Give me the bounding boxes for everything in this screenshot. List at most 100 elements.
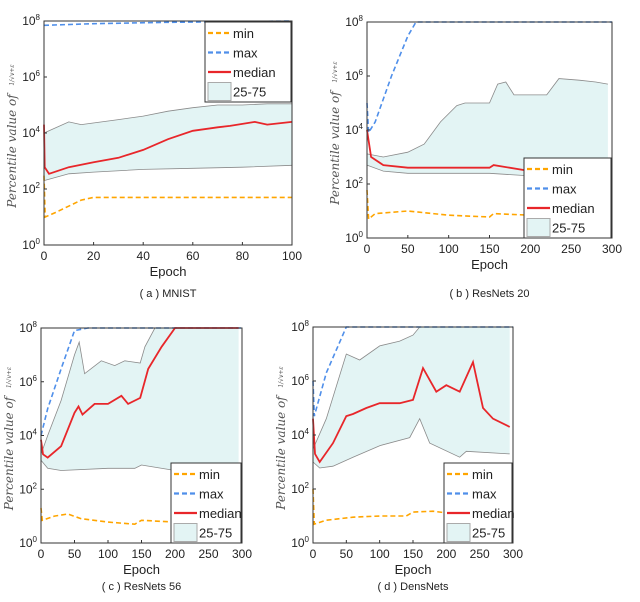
- y-tick-label: 100: [19, 535, 37, 550]
- y-axis-label-fraction: 1/√v+ε: [278, 366, 285, 387]
- band-25-75: [41, 328, 239, 471]
- band-25-75: [367, 78, 608, 176]
- legend-label: max: [199, 487, 224, 502]
- x-tick-label: 150: [479, 242, 499, 256]
- x-tick-label: 0: [310, 547, 317, 561]
- y-tick-label: 108: [19, 320, 37, 335]
- legend-swatch-band: [446, 523, 471, 542]
- x-tick-label: 100: [439, 242, 459, 256]
- x-tick-label: 50: [68, 547, 82, 561]
- y-tick-label: 108: [291, 319, 309, 334]
- x-tick-label: 80: [236, 249, 250, 263]
- legend-label: min: [233, 26, 254, 41]
- subplot-3: 0 50 100 150 200 250 300 100 102 104 106 108 Epoch ( …: [274, 319, 523, 593]
- series-min-line: [40, 507, 239, 526]
- subplot-2: 0 50 100 150 200 250 300 100 102 104 106 108 Epoch ( …: [2, 320, 252, 593]
- legend-label: 25-75: [472, 526, 505, 541]
- y-tick-label: 104: [291, 427, 309, 442]
- x-tick-label: 150: [131, 547, 151, 561]
- band-lower-edge: [43, 164, 293, 181]
- subplot-1: 0 50 100 150 200 250 300 100 102 104 106 108 Epoch ( …: [328, 14, 622, 300]
- subplot-caption: ( c ) ResNets 56: [102, 581, 181, 593]
- y-axis-label: Percentile value of: [274, 394, 288, 511]
- band-upper-edge: [366, 78, 608, 158]
- y-axis-label: Percentile value of: [2, 394, 16, 511]
- legend: min max median 25-75: [523, 157, 612, 239]
- y-tick-label: 102: [345, 176, 363, 191]
- y-axis-label-group: Percentile value of 1/√v+ε: [274, 366, 288, 510]
- x-tick-label: 20: [87, 249, 101, 263]
- series-median-line: [312, 359, 511, 464]
- legend-label: median: [552, 201, 595, 216]
- series-min-line: [43, 175, 292, 219]
- y-tick-label: 100: [345, 230, 363, 245]
- legend: min max median 25-75: [204, 21, 292, 103]
- x-tick-label: 200: [436, 547, 456, 561]
- x-tick-label: 250: [561, 242, 581, 256]
- band-25-75: [313, 327, 510, 468]
- x-tick-label: 50: [401, 242, 415, 256]
- legend-label: max: [552, 182, 577, 197]
- y-axis-label-group: Percentile value of 1/√v+ε: [2, 367, 16, 511]
- y-tick-label: 100: [291, 535, 309, 550]
- y-tick-label: 104: [19, 428, 37, 443]
- y-tick-label: 102: [22, 181, 40, 196]
- band-upper-edge: [43, 103, 292, 134]
- legend-label: max: [472, 487, 497, 502]
- legend-label: median: [199, 506, 242, 521]
- x-tick-label: 0: [38, 547, 45, 561]
- legend-box: [170, 462, 242, 544]
- x-tick-label: 200: [520, 242, 540, 256]
- x-tick-label: 300: [503, 547, 523, 561]
- x-tick-label: 100: [98, 547, 118, 561]
- x-tick-label: 250: [470, 547, 490, 561]
- band-upper-edge: [312, 326, 510, 450]
- x-axis-label: Epoch: [150, 264, 187, 279]
- y-axis-label-fraction: 1/√v+ε: [332, 61, 339, 82]
- y-tick-label: 108: [22, 13, 40, 28]
- series-max-line: [43, 20, 293, 27]
- y-axis-label-fraction: 1/√v+ε: [9, 64, 16, 85]
- subplot-caption: ( a ) MNIST: [140, 288, 197, 300]
- legend-label: 25-75: [199, 526, 232, 541]
- legend-label: median: [233, 65, 276, 80]
- x-axis-label: Epoch: [471, 257, 508, 272]
- y-tick-label: 108: [345, 14, 363, 29]
- x-tick-label: 250: [198, 547, 218, 561]
- band-upper-edge: [40, 327, 239, 455]
- y-tick-label: 106: [291, 373, 309, 388]
- legend-box: [204, 21, 292, 103]
- x-tick-label: 50: [340, 547, 354, 561]
- x-tick-label: 300: [232, 547, 252, 561]
- x-tick-label: 0: [364, 242, 371, 256]
- x-tick-label: 300: [602, 242, 622, 256]
- legend-label: 25-75: [552, 221, 585, 236]
- legend: min max median 25-75: [443, 462, 515, 544]
- y-axis-label-group: Percentile value of 1/√v+ε: [328, 61, 342, 205]
- series-min-line: [366, 189, 608, 221]
- x-tick-label: 0: [41, 249, 48, 263]
- y-axis-label: Percentile value of: [328, 89, 342, 206]
- legend-label: max: [233, 46, 258, 61]
- x-tick-label: 100: [370, 547, 390, 561]
- subplot-caption: ( b ) ResNets 20: [449, 288, 529, 300]
- x-tick-label: 40: [137, 249, 151, 263]
- x-tick-label: 200: [165, 547, 185, 561]
- series-min-line: [312, 488, 510, 526]
- subplot-caption: ( d ) DensNets: [378, 581, 449, 593]
- legend-label: min: [472, 467, 493, 482]
- x-tick-label: 100: [282, 249, 302, 263]
- legend-label: min: [552, 162, 573, 177]
- y-axis-label-group: Percentile value of 1/√v+ε: [5, 64, 19, 208]
- y-tick-label: 102: [291, 481, 309, 496]
- legend-label: min: [199, 467, 220, 482]
- y-tick-label: 104: [345, 122, 363, 137]
- legend: min max median 25-75: [170, 462, 242, 544]
- legend-label: median: [472, 506, 515, 521]
- x-tick-label: 150: [403, 547, 423, 561]
- band-lower-edge: [312, 417, 510, 469]
- series-median-line: [40, 327, 239, 459]
- legend-swatch-band: [173, 523, 198, 542]
